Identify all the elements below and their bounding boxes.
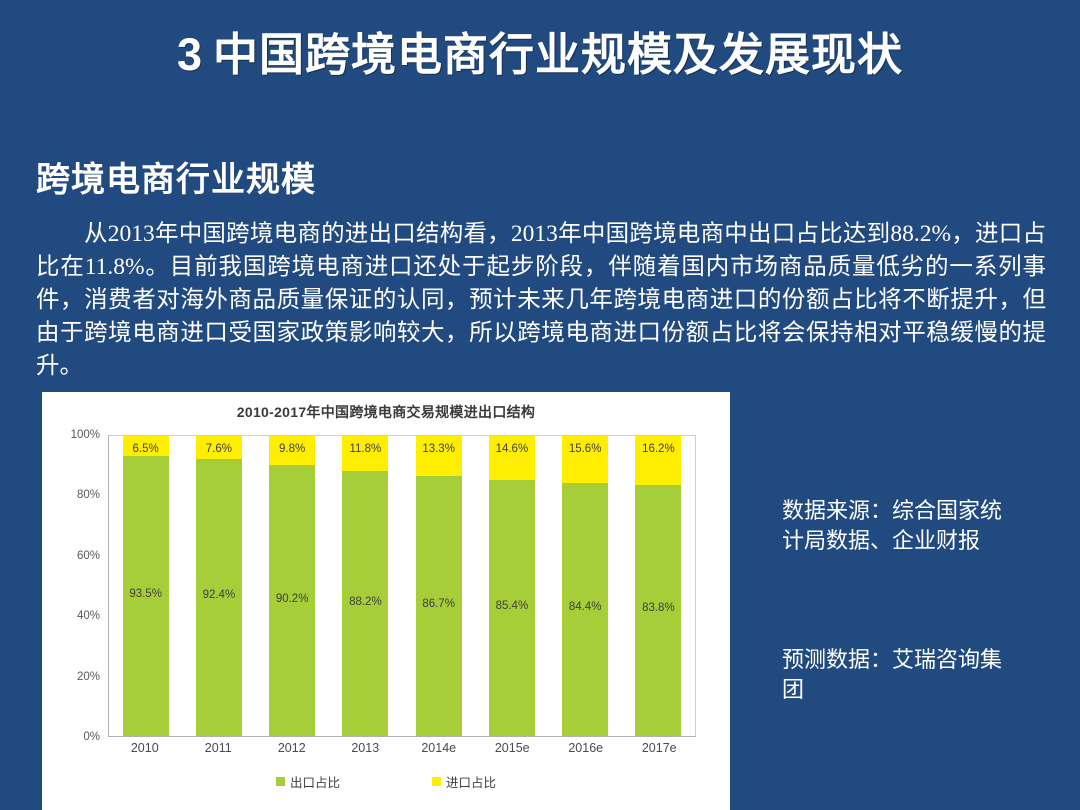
bar-segment-export: 84.4% [562,482,609,736]
x-axis-tick: 2017e [641,741,677,755]
chart-bar: 9.8% 90.2% [269,436,316,736]
y-axis-tick: 0% [83,731,100,743]
legend-label: 出口占比 [289,776,340,790]
bar-segment-export: 92.4% [195,458,242,736]
bar-segment-export: 88.2% [342,471,389,736]
bar-label-import: 15.6% [568,443,602,455]
bar-label-export: 92.4% [202,589,236,602]
chart-legend: 出口占比 进口占比 [42,772,730,791]
bar-label-export: 93.5% [129,587,162,600]
x-axis-tick: 2013 [351,741,380,755]
legend-item: 进口占比 [432,772,496,791]
chart-title: 2010-2017年中国跨境电商交易规模进出口结构 [236,404,536,420]
bar-segment-export: 93.5% [122,455,169,736]
bar-label-export: 86.7% [422,597,455,610]
y-axis-tick: 80% [76,489,100,502]
x-axis-tick: 2016e [568,741,604,755]
legend-item: 出口占比 [275,772,340,791]
data-source-note: 数据来源：综合国家统计局数据、企业财报 [782,498,1003,553]
legend-swatch-icon [432,777,441,786]
y-axis-tick: 100% [70,429,100,441]
y-axis-tick: 60% [76,549,100,562]
bar-segment-import: 14.6% [488,436,535,480]
bar-segment-import: 7.6% [195,436,242,459]
x-axis-tick: 2015e [494,741,530,755]
chart-bar: 11.8% 88.2% [342,436,389,736]
bar-segment-import: 11.8% [342,436,389,472]
bar-segment-import: 13.3% [415,436,462,476]
bar-label-import: 7.6% [205,443,232,455]
page-title: 3 中国跨境电商行业规模及发展现状 [0,18,1080,83]
x-axis-tick: 2011 [204,741,232,755]
bar-label-import: 14.6% [495,443,529,455]
x-axis-labels: 2010 2011 2012 2013 2014e 2015e 2016e 2017e [108,741,696,755]
x-axis-tick: 2010 [130,741,159,755]
bar-segment-export: 90.2% [269,465,316,736]
bar-label-export: 88.2% [349,595,382,608]
bar-segment-import: 6.5% [122,436,169,456]
bar-label-export: 83.8% [642,602,675,615]
chart-bar: 7.6% 92.4% [195,436,242,736]
bar-segment-import: 16.2% [635,436,682,485]
bar-segment-export: 83.8% [635,484,682,736]
chart-plot-area: 6.5% 93.5% 7.6% 92.4% 9.8% 90.2% 11.8% 88.2% 13.… [108,435,696,737]
y-axis-labels: 0% 20% 40% 60% 80% 100% [42,429,104,743]
chart-panel: 2010-2017年中国跨境电商交易规模进出口结构 0% 20% 40% 60% 80%… [42,392,730,810]
bar-label-import: 13.3% [422,443,455,455]
bar-label-import: 11.8% [349,443,382,455]
bar-label-import: 9.8% [279,443,306,455]
legend-label: 进口占比 [446,776,497,790]
slide-title-text: 中国跨境电商行业规模及发展现状 [213,29,904,80]
forecast-source-note: 预测数据：艾瑞咨询集团 [782,647,1003,702]
bar-segment-export: 86.7% [415,475,462,736]
chart-bar: 15.6% 84.4% [562,436,609,736]
bar-label-import: 16.2% [642,443,675,455]
chart-bar: 14.6% 85.4% [488,436,535,736]
legend-swatch-icon [275,777,285,786]
section-heading: 跨境电商行业规模 [36,161,316,199]
bar-label-export: 90.2% [275,592,309,605]
bar-label-export: 85.4% [495,599,529,612]
chart-bar: 6.5% 93.5% [122,436,169,736]
y-axis-tick: 20% [76,670,100,683]
bar-segment-import: 9.8% [269,436,316,466]
bar-segment-export: 85.4% [488,479,535,736]
x-axis-tick: 2014e [421,741,457,755]
slide-number: 3 [176,29,203,80]
bar-segment-import: 15.6% [562,436,609,483]
x-axis-tick: 2012 [277,741,306,755]
y-axis-tick: 40% [76,610,100,623]
bar-label-export: 84.4% [568,601,602,614]
body-paragraph: 从2013年中国跨境电商的进出口结构看，2013年中国跨境电商中出口占比达到88… [36,221,1046,379]
chart-bar: 16.2% 83.8% [635,436,682,736]
bar-label-import: 6.5% [132,443,159,455]
chart-bar: 13.3% 86.7% [415,436,462,736]
